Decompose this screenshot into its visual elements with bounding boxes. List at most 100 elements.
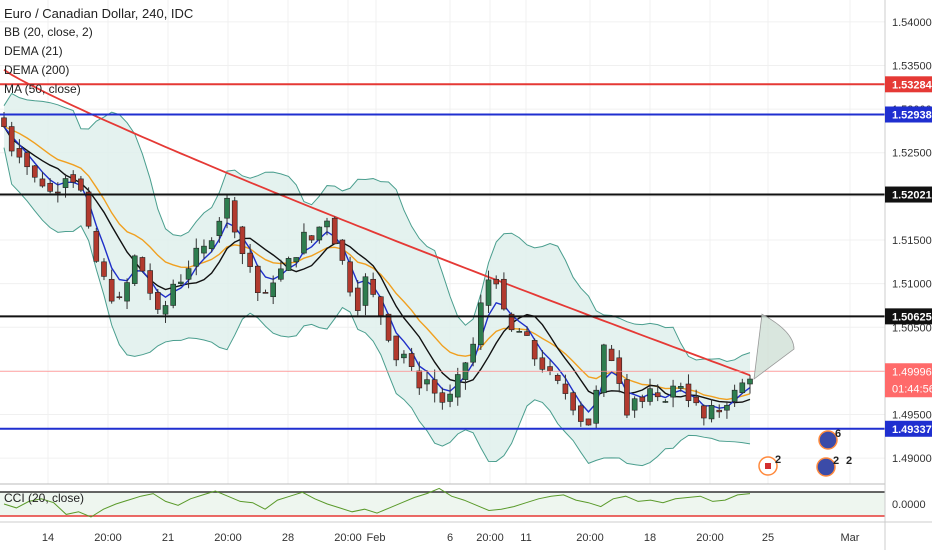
candle-body <box>78 178 84 191</box>
x-tick-label: 20:00 <box>696 532 724 544</box>
candle-body <box>747 378 753 385</box>
y-tick-label: 1.51000 <box>892 279 932 291</box>
y-tick-label: 1.49000 <box>892 453 932 465</box>
candle-body <box>416 370 423 389</box>
candle-body <box>162 305 169 315</box>
candle-body <box>147 270 153 294</box>
level-tag <box>885 76 932 93</box>
candle-body <box>608 348 615 362</box>
x-tick-label: 6 <box>447 532 453 544</box>
candle-body <box>285 258 292 271</box>
candle-body <box>393 335 400 361</box>
indicator-dema21[interactable]: DEMA (21) <box>4 44 63 58</box>
candle-body <box>316 226 323 241</box>
x-tick-label: 28 <box>282 532 294 544</box>
level-tag <box>885 186 932 203</box>
candle-body <box>516 331 523 333</box>
x-tick-label: 20:00 <box>94 532 122 544</box>
indicator-ma50[interactable]: MA (50, close) <box>4 82 81 96</box>
indicator-bb[interactable]: BB (20, close, 2) <box>4 25 93 39</box>
badge-count: 2 <box>833 455 839 467</box>
ca-flag-mark <box>765 463 771 469</box>
us-flag-badge <box>818 430 838 450</box>
bb-fill <box>4 93 750 466</box>
candle-body <box>224 197 230 219</box>
candle-body <box>685 383 692 401</box>
level-tag-label: 1.52021 <box>892 190 932 202</box>
y-tick-label: 1.51500 <box>892 235 932 247</box>
cci-band <box>0 492 885 516</box>
candle-body <box>370 278 376 295</box>
candle-body <box>8 126 15 152</box>
candle-body <box>439 392 446 403</box>
candle-body <box>339 239 346 261</box>
level-tag <box>885 106 932 123</box>
candle-body <box>254 265 261 293</box>
candle-body <box>639 396 646 402</box>
candle-body <box>708 405 715 420</box>
candle-body <box>624 379 630 416</box>
candle-body <box>478 302 484 346</box>
x-tick-label: 18 <box>644 532 656 544</box>
y-tick-label: 1.50500 <box>892 322 932 334</box>
candle-body <box>654 392 661 398</box>
time-axis: 14 20:00 21 20:00 28 20:00 Feb 6 20:00 11 20:00 18 2… <box>0 521 932 544</box>
candle-body <box>239 226 246 255</box>
x-tick-label: 20:00 <box>576 532 604 544</box>
candle-body <box>631 398 638 411</box>
candle-body <box>354 287 361 311</box>
candle-body <box>408 353 415 367</box>
candle-body <box>108 278 115 302</box>
x-tick-label: 20:00 <box>476 532 504 544</box>
candle-body <box>470 343 476 363</box>
candle-body <box>178 281 184 284</box>
x-tick-label: Mar <box>841 532 860 544</box>
candle-body <box>531 340 538 360</box>
candle-body <box>662 401 669 403</box>
candle-body <box>539 357 546 370</box>
candle-body <box>39 178 46 187</box>
candle-body <box>170 283 176 306</box>
dema200-line <box>3 69 751 377</box>
candle-body <box>693 396 699 404</box>
candle-body <box>139 257 146 272</box>
level-tag-label: 1.52938 <box>892 110 932 122</box>
candle-body <box>62 178 69 188</box>
candle-body <box>301 231 307 254</box>
badge-count: 2 <box>775 454 781 466</box>
projection-triangle <box>753 313 795 380</box>
level-tag <box>885 420 932 437</box>
candle-body <box>616 357 623 384</box>
candle-body <box>554 374 561 381</box>
candle-body <box>93 230 100 262</box>
candle-body <box>331 217 338 245</box>
indicator-dema200[interactable]: DEMA (200) <box>4 63 70 77</box>
candle-body <box>116 296 123 299</box>
chart-legend: Euro / Canadian Dollar, 240, IDC BB (20,… <box>4 4 193 99</box>
y-tick-label: 1.49500 <box>892 410 932 422</box>
level-tag-label: 1.49337 <box>892 424 932 436</box>
price-axis: 1.540001.535001.530001.525001.520001.515… <box>884 0 932 550</box>
candle-body <box>585 418 592 426</box>
candle-body <box>670 385 676 398</box>
candle-body <box>270 282 276 298</box>
candle-body <box>24 152 30 168</box>
x-tick-label: 20:00 <box>214 532 242 544</box>
y-tick-label: 1.52500 <box>892 148 932 160</box>
candles <box>1 111 753 430</box>
candle-body <box>55 191 61 194</box>
candle-body <box>524 331 530 336</box>
candle-body <box>731 389 738 402</box>
candle-body <box>324 220 330 228</box>
candle-body <box>124 282 130 302</box>
cci-label[interactable]: CCI (20, close) <box>4 491 85 505</box>
candle-body <box>347 261 353 293</box>
candle-body <box>231 200 238 233</box>
cci-tick-label: 0.0000 <box>892 499 926 511</box>
candle-body <box>385 313 392 341</box>
candle-body <box>155 292 161 310</box>
candle-body <box>378 296 384 316</box>
x-tick-label: 25 <box>762 532 774 544</box>
candle-body <box>131 255 138 284</box>
